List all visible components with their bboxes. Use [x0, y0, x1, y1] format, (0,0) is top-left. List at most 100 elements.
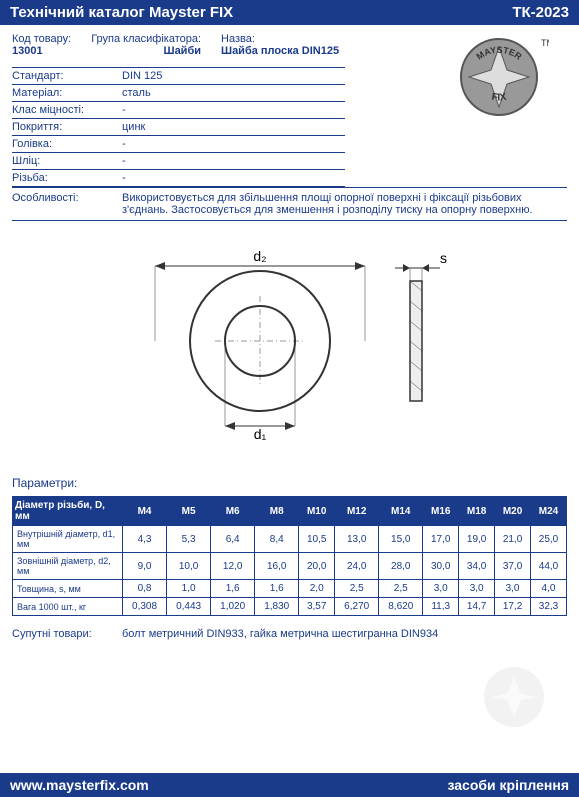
header-code: ТК-2023 [512, 4, 569, 21]
spec-label: Клас міцності: [12, 104, 122, 116]
params-cell: 1,0 [167, 580, 211, 598]
spec-label: Матеріал: [12, 87, 122, 99]
params-size-header: M14 [379, 497, 423, 526]
params-cell: 34,0 [459, 553, 495, 580]
params-cell: 32,3 [531, 598, 567, 616]
header-bar: Технічний каталог Mayster FIX ТК-2023 [0, 0, 579, 25]
group-label: Група класифікатора: [91, 33, 201, 45]
params-cell: 3,57 [299, 598, 335, 616]
params-cell: 1,6 [255, 580, 299, 598]
params-cell: 17,2 [495, 598, 531, 616]
params-header-label: Діаметр різьби, D, мм [13, 497, 123, 526]
params-cell: 21,0 [495, 526, 531, 553]
params-heading: Параметри: [12, 476, 567, 490]
params-row-label: Вага 1000 шт., кг [13, 598, 123, 616]
params-cell: 1,830 [255, 598, 299, 616]
spec-label: Шліц: [12, 155, 122, 167]
params-cell: 0,308 [123, 598, 167, 616]
spec-value: DIN 125 [122, 70, 162, 82]
spec-label: Голівка: [12, 138, 122, 150]
related-text: болт метричний DIN933, гайка метрична ше… [122, 628, 438, 640]
d2-label: d₂ [253, 248, 266, 264]
params-size-header: M4 [123, 497, 167, 526]
params-cell: 24,0 [335, 553, 379, 580]
params-cell: 15,0 [379, 526, 423, 553]
params-cell: 28,0 [379, 553, 423, 580]
spec-table: Стандарт:DIN 125Матеріал:стальКлас міцно… [12, 67, 345, 187]
spec-value: - [122, 104, 126, 116]
params-cell: 11,3 [423, 598, 459, 616]
spec-row: Покриття:цинк [12, 118, 345, 135]
spec-value: - [122, 172, 126, 184]
spec-value: цинк [122, 121, 145, 133]
params-size-header: M5 [167, 497, 211, 526]
params-cell: 12,0 [211, 553, 255, 580]
params-cell: 8,620 [379, 598, 423, 616]
header-title: Технічний каталог Mayster FIX [10, 4, 233, 21]
params-cell: 1,6 [211, 580, 255, 598]
d1-label: d₁ [253, 426, 266, 441]
params-cell: 44,0 [531, 553, 567, 580]
spec-label: Стандарт: [12, 70, 122, 82]
s-label: s [440, 250, 447, 266]
spec-label: Покриття: [12, 121, 122, 133]
params-cell: 25,0 [531, 526, 567, 553]
params-cell: 9,0 [123, 553, 167, 580]
params-cell: 0,443 [167, 598, 211, 616]
params-cell: 4,3 [123, 526, 167, 553]
params-cell: 10,0 [167, 553, 211, 580]
svg-text:FIX: FIX [491, 92, 508, 104]
params-size-header: M18 [459, 497, 495, 526]
params-cell: 3,0 [459, 580, 495, 598]
spec-row: Матеріал:сталь [12, 84, 345, 101]
brand-logo: MAYSTER FIX TM [459, 32, 549, 122]
params-cell: 3,0 [495, 580, 531, 598]
params-cell: 20,0 [299, 553, 335, 580]
tm-mark: TM [541, 38, 549, 48]
spec-label: Різьба: [12, 172, 122, 184]
params-size-header: M6 [211, 497, 255, 526]
feature-text: Використовується для збільшення площі оп… [122, 192, 567, 216]
spec-row: Клас міцності:- [12, 101, 345, 118]
params-size-header: M24 [531, 497, 567, 526]
params-cell: 13,0 [335, 526, 379, 553]
related-row: Супутні товари: болт метричний DIN933, г… [12, 628, 567, 640]
spec-row: Стандарт:DIN 125 [12, 67, 345, 84]
params-size-header: M20 [495, 497, 531, 526]
spec-row: Шліц:- [12, 152, 345, 169]
code-value: 13001 [12, 45, 71, 57]
params-cell: 37,0 [495, 553, 531, 580]
params-size-header: M10 [299, 497, 335, 526]
params-cell: 14,7 [459, 598, 495, 616]
params-cell: 1,020 [211, 598, 255, 616]
group-value: Шайби [91, 45, 201, 57]
params-size-header: M16 [423, 497, 459, 526]
footer-bar: www.maysterfix.com засоби кріплення [0, 773, 579, 797]
params-row-label: Внутрішній діаметр, d1, мм [13, 526, 123, 553]
params-cell: 10,5 [299, 526, 335, 553]
footer-slogan: засоби кріплення [447, 777, 569, 793]
related-label: Супутні товари: [12, 628, 122, 640]
params-cell: 6,270 [335, 598, 379, 616]
params-cell: 2,0 [299, 580, 335, 598]
params-cell: 19,0 [459, 526, 495, 553]
params-size-header: M8 [255, 497, 299, 526]
params-row-label: Товщина, s, мм [13, 580, 123, 598]
params-cell: 3,0 [423, 580, 459, 598]
params-cell: 8,4 [255, 526, 299, 553]
washer-diagram: d₂ d₁ s [12, 241, 567, 446]
params-cell: 2,5 [379, 580, 423, 598]
spec-value: сталь [122, 87, 151, 99]
params-cell: 30,0 [423, 553, 459, 580]
params-table: Діаметр різьби, D, ммM4M5M6M8M10M12M14M1… [12, 496, 567, 616]
params-cell: 16,0 [255, 553, 299, 580]
params-row-label: Зовнішній діаметр, d2, мм [13, 553, 123, 580]
spec-value: - [122, 155, 126, 167]
code-label: Код товару: [12, 33, 71, 45]
spec-value: - [122, 138, 126, 150]
feature-row: Особливості: Використовується для збільш… [12, 187, 567, 221]
params-cell: 6,4 [211, 526, 255, 553]
watermark-logo [479, 662, 549, 737]
params-cell: 2,5 [335, 580, 379, 598]
params-cell: 5,3 [167, 526, 211, 553]
